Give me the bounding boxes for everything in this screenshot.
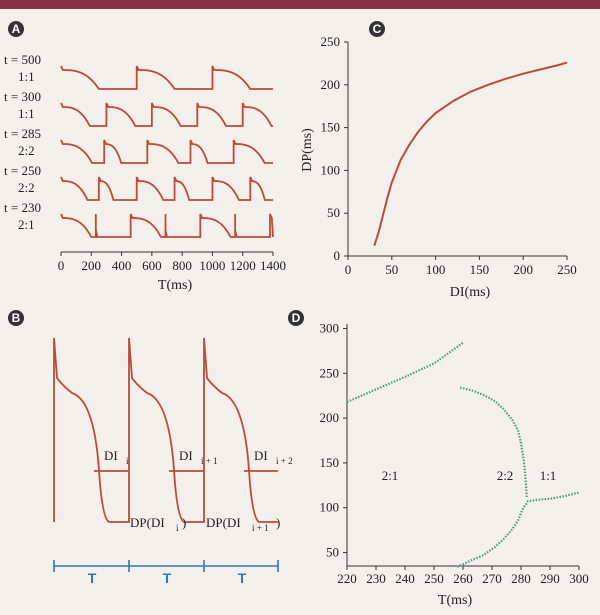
panel-c-restitution-curve: 0 50 100 150 200 250 0 50 100 150 200 250 — [321, 34, 577, 277]
y-tick-label: 100 — [320, 500, 340, 515]
di-label: DI — [104, 448, 118, 463]
svg-text:B: B — [12, 311, 21, 325]
y-tick-label: 50 — [326, 545, 339, 560]
period-label: T — [163, 570, 172, 586]
di-label: DI — [179, 448, 193, 463]
panel-label-c: C — [369, 21, 385, 37]
svg-text:D: D — [292, 311, 301, 325]
trace-ratio: 2:1 — [18, 217, 35, 232]
x-tick-label: 240 — [395, 571, 415, 586]
top-accent-bar — [0, 0, 600, 9]
x-tick-label: 150 — [470, 262, 490, 277]
x-tick-label: 400 — [112, 258, 132, 273]
x-tick-label: 220 — [337, 571, 357, 586]
restitution-curve — [373, 61, 568, 247]
dp-label: DP(DI — [130, 515, 165, 530]
trace-ratio: 1:1 — [18, 106, 35, 121]
panel-label-a: A — [8, 21, 24, 37]
x-tick-label: 200 — [513, 262, 533, 277]
di-label: DI — [254, 448, 268, 463]
dp-close: ) — [276, 515, 280, 530]
dp-label: DP(DI — [206, 515, 241, 530]
x-tick-label: 1000 — [199, 258, 225, 273]
x-tick-label: 1200 — [230, 258, 256, 273]
trace-t300 — [60, 102, 273, 127]
y-tick-label: 0 — [334, 248, 341, 263]
y-tick-label: 300 — [320, 320, 340, 335]
period-label: T — [88, 570, 97, 586]
panel-a-traces: t = 500 1:1 t = 300 1:1 t = 285 2:2 t = 250 2:2… — [4, 52, 286, 273]
trace-t285 — [60, 139, 273, 164]
svg-text:C: C — [373, 22, 382, 36]
trace-ratio: 2:2 — [18, 143, 35, 158]
trace-label: t = 250 — [4, 163, 41, 178]
trace-label: t = 230 — [4, 200, 41, 215]
trace-t250 — [60, 176, 273, 201]
y-tick-label: 250 — [320, 365, 340, 380]
panel-a-xlabel: T(ms) — [158, 278, 193, 293]
x-tick-label: 300 — [569, 571, 589, 586]
x-tick-label: 100 — [426, 262, 446, 277]
x-tick-label: 600 — [142, 258, 162, 273]
branch-2-2-lower — [456, 502, 528, 568]
x-tick-label: 0 — [345, 262, 352, 277]
panel-label-b: B — [8, 310, 24, 326]
period-label: T — [238, 570, 247, 586]
x-tick-label: 800 — [172, 258, 192, 273]
dp-subscript: i — [176, 523, 179, 533]
y-tick-label: 50 — [327, 205, 340, 220]
x-tick-label: 260 — [453, 571, 473, 586]
x-tick-label: 0 — [58, 258, 65, 273]
x-tick-label: 250 — [424, 571, 444, 586]
y-tick-label: 100 — [321, 162, 341, 177]
action-potential-trace — [53, 337, 278, 523]
panel-c-xlabel: DI(ms) — [450, 285, 491, 300]
branch-1-1 — [526, 491, 580, 503]
branch-2-2-upper — [459, 386, 528, 498]
trace-label: t = 285 — [4, 126, 41, 141]
x-tick-label: 230 — [366, 571, 386, 586]
di-subscript: i + 1 — [201, 456, 218, 466]
panel-b-schematic: DI i DI i + 1 DI i + 2 DP(DI i) DP(DI i + 1) T T T — [53, 337, 293, 586]
y-tick-label: 150 — [321, 120, 341, 135]
region-label-1-1: 1:1 — [540, 468, 557, 483]
trace-ratio: 2:2 — [18, 180, 35, 195]
branch-2-1-upper — [346, 341, 464, 403]
x-tick-label: 280 — [511, 571, 531, 586]
x-tick-label: 200 — [82, 258, 102, 273]
di-subscript: i + 2 — [276, 456, 293, 466]
dp-subscript: i + 1 — [252, 523, 269, 533]
y-tick-label: 200 — [321, 77, 341, 92]
panel-label-d: D — [288, 310, 304, 326]
x-tick-label: 290 — [540, 571, 560, 586]
y-tick-label: 200 — [320, 410, 340, 425]
region-label-2-2: 2:2 — [497, 468, 514, 483]
x-tick-label: 1400 — [260, 258, 286, 273]
trace-label: t = 300 — [4, 89, 41, 104]
x-tick-label: 50 — [385, 262, 398, 277]
panel-d-bifurcation: 220 230 240 250 260 270 280 290 300 50 100 150 200 25… — [320, 320, 589, 586]
trace-t500 — [60, 65, 273, 90]
trace-ratio: 1:1 — [18, 69, 35, 84]
trace-t230 — [60, 213, 274, 238]
x-tick-label: 270 — [482, 571, 502, 586]
di-subscript: i — [126, 456, 129, 466]
y-tick-label: 150 — [320, 455, 340, 470]
y-tick-label: 250 — [321, 34, 341, 49]
trace-label: t = 500 — [4, 52, 41, 67]
panel-c-ylabel: DP(ms) — [300, 128, 315, 172]
svg-text:A: A — [12, 22, 21, 36]
panel-d-xlabel: T(ms) — [438, 593, 473, 608]
dp-close: ) — [182, 515, 186, 530]
region-label-2-1: 2:1 — [382, 468, 399, 483]
x-tick-label: 250 — [557, 262, 577, 277]
